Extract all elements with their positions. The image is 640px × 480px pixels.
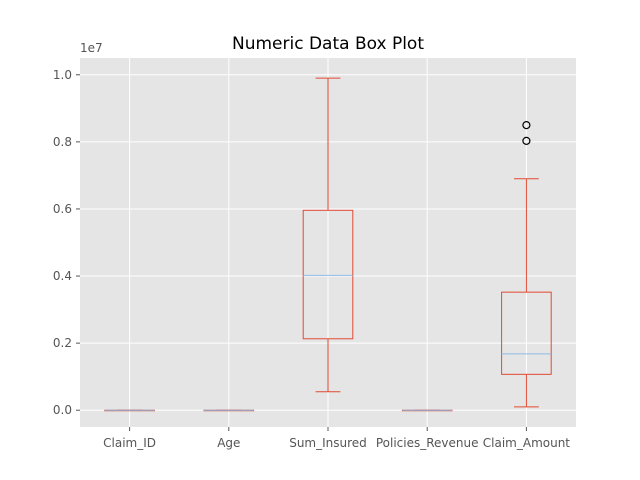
x-tick-label: Claim_ID [103,436,156,450]
flier-point [522,136,531,145]
box-Age [203,409,255,412]
y-tick-label: 0.2 [53,336,72,350]
iqr-box [501,291,552,375]
box-Claim_ID [104,409,155,412]
x-tick-label: Age [217,436,240,450]
y-tick-label: 0.4 [53,269,72,283]
box-layer [104,77,552,412]
y-tick-label: 0.6 [53,202,72,216]
box-Policies_Revenue [401,409,453,412]
chart-title: Numeric Data Box Plot [232,34,424,54]
x-tick-label: Policies_Revenue [376,436,479,450]
y-tick-label: 0.0 [53,403,72,417]
x-tick-label: Sum_Insured [289,436,367,450]
y-tick-label: 0.8 [53,135,72,149]
x-tick-label: Claim_Amount [483,436,571,450]
flier-point [522,120,531,130]
iqr-box [302,209,354,340]
y-offset-label: 1e7 [80,41,103,55]
y-tick-label: 1.0 [53,68,72,82]
box-Claim_Amount [501,120,552,408]
box-Sum_Insured [302,77,354,393]
tick-layer: 0.0 0.2 0.4 0.6 0.8 1.0 Claim_ID Age Sum_Insured… [53,68,570,450]
